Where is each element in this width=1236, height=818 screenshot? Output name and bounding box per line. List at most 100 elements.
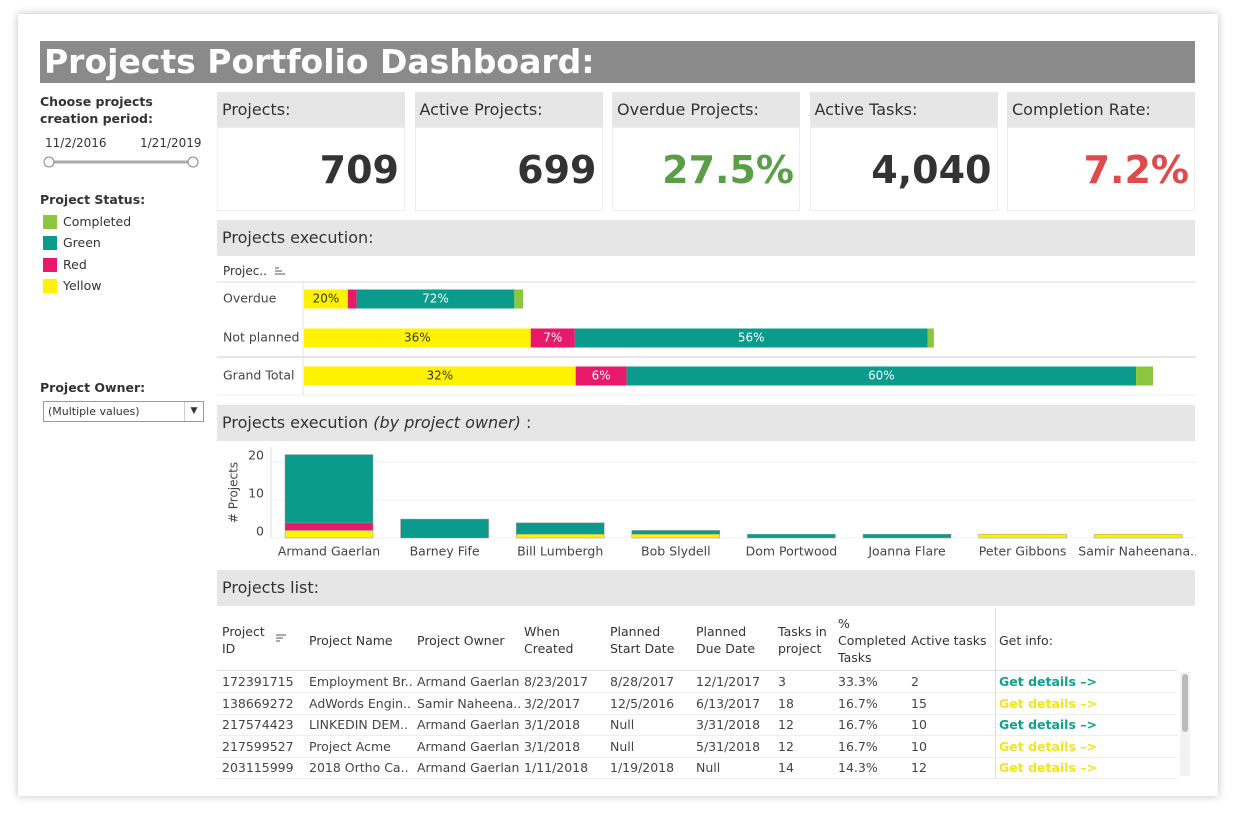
bar-segment xyxy=(574,328,928,348)
table-cell: 3/1/2018 xyxy=(524,738,581,754)
details-link[interactable]: Get details –> xyxy=(999,674,1097,689)
bar-segment xyxy=(575,366,627,386)
table-cell: 16.7% xyxy=(838,738,878,754)
table-cell: 10 xyxy=(911,738,927,754)
table-cell: Employment Br.. xyxy=(309,674,413,689)
legend-label: Red xyxy=(63,256,87,272)
table-cell: Armand Gaerlan xyxy=(417,674,520,689)
scroll-thumb[interactable] xyxy=(1182,674,1188,732)
x-tick-label: Joanna Flare xyxy=(867,544,946,559)
table-cell: 217599527 xyxy=(222,738,294,754)
data-label: 36% xyxy=(404,331,431,345)
section-title: Projects execution xyxy=(222,413,369,432)
column-segment xyxy=(284,522,374,531)
table-cell: 15 xyxy=(911,695,927,711)
slider-handle[interactable] xyxy=(43,156,55,168)
row-line xyxy=(217,778,1177,780)
kpi-value: 709 xyxy=(217,127,405,211)
section-title-suffix: : xyxy=(525,413,532,432)
table-cell: 14 xyxy=(778,760,794,776)
column-segment xyxy=(515,533,605,539)
owner-chart: # Projects 0 10 20 Armand Gaerlan Barney Fife… xyxy=(227,447,1196,559)
table-cell: 12 xyxy=(778,738,794,754)
legend-swatch xyxy=(43,236,57,251)
table-cell: 3 xyxy=(778,674,786,689)
dropdown-arrow[interactable]: ▼ xyxy=(184,402,203,421)
table-cell: 172391715 xyxy=(222,674,294,689)
column-header: Project Owner xyxy=(417,632,505,648)
table-cell: 12 xyxy=(911,760,927,776)
sort-icon[interactable] xyxy=(275,633,287,646)
kpi-label: Completion Rate: xyxy=(1007,92,1195,127)
column-header: Tasks in project xyxy=(778,624,827,656)
kpi-card: Active Tasks: 4,040 xyxy=(809,92,998,211)
table-cell: Null xyxy=(610,738,635,754)
table-cell: Armand Gaerlan xyxy=(417,760,520,776)
table-cell: 12/5/2016 xyxy=(610,695,675,711)
period-slider[interactable] xyxy=(40,152,210,172)
x-tick-label: Samir Naheenana.. xyxy=(1078,544,1196,559)
period-label: Choose projects creation period: xyxy=(40,94,153,126)
column-header: Get info: xyxy=(999,632,1053,648)
details-link[interactable]: Get details –> xyxy=(999,695,1097,711)
kpi-label: Projects: xyxy=(217,92,405,127)
table-header-bg xyxy=(217,608,1177,671)
scrollbar[interactable] xyxy=(1180,672,1190,776)
execution-chart: Overdue 20% 72% Not planned 36% 7% 56% Grand To… xyxy=(217,281,1196,396)
table-cell: Null xyxy=(696,760,721,776)
table-cell: Null xyxy=(610,717,635,733)
sort-glyph[interactable] xyxy=(275,633,287,643)
table-cell: Samir Naheena.. xyxy=(417,695,522,711)
column-header-text: Projec.. xyxy=(223,264,267,278)
column-segment xyxy=(631,530,721,535)
row-label: Not planned xyxy=(223,330,299,345)
table-cell: Armand Gaerlan xyxy=(417,717,520,733)
table-cell: 14.3% xyxy=(838,760,878,776)
data-label: 20% xyxy=(313,292,340,306)
details-link[interactable]: Get details –> xyxy=(999,738,1097,754)
dashboard-title: Projects Portfolio Dashboard: xyxy=(44,42,595,81)
kpi-card: Overdue Projects: 27.5% xyxy=(612,92,800,211)
table-cell: 138669272 xyxy=(222,695,294,711)
table-cell: 1/11/2018 xyxy=(524,760,589,776)
slider-handle[interactable] xyxy=(187,156,199,168)
table-cell: 2 xyxy=(911,674,919,689)
kpi-label: Active Tasks: xyxy=(809,92,998,127)
kpi-card: Projects: 709 xyxy=(217,92,405,211)
table-cell: Project Acme xyxy=(309,738,391,754)
table-cell: 18 xyxy=(778,695,794,711)
column-header: % Completed Tasks xyxy=(838,615,907,665)
table-cell: Armand Gaerlan xyxy=(417,738,520,754)
column-header: Planned Start Date xyxy=(610,624,675,656)
column-header: When Created xyxy=(524,624,574,656)
legend-swatch xyxy=(43,257,57,272)
title-bar: Projects Portfolio Dashboard: xyxy=(40,41,1195,83)
legend-label: Green xyxy=(63,235,101,251)
kpi-value: 27.5% xyxy=(612,127,800,211)
details-link[interactable]: Get details –> xyxy=(999,717,1097,733)
owner-value: (Multiple values) xyxy=(48,405,140,418)
row-line xyxy=(217,713,1177,715)
row-line xyxy=(217,735,1177,737)
y-tick-label: 10 xyxy=(248,486,264,501)
table-cell: LINKEDIN DEM.. xyxy=(309,717,408,733)
bar-segment xyxy=(304,366,576,386)
bar-segment xyxy=(356,289,515,309)
table-cell: 8/23/2017 xyxy=(524,674,589,689)
sort-icon[interactable] xyxy=(274,266,286,276)
owner-dropdown[interactable]: (Multiple values) ▼ xyxy=(43,401,204,422)
table-cell: 33.3% xyxy=(838,674,878,689)
column-segment xyxy=(747,533,836,539)
column-segment xyxy=(284,454,374,524)
data-label: 56% xyxy=(738,331,765,345)
details-link[interactable]: Get details –> xyxy=(999,760,1097,776)
bar-segment xyxy=(927,328,934,348)
table-cell: 10 xyxy=(911,717,927,733)
column-header: Project ID xyxy=(222,624,265,656)
status-label: Project Status: xyxy=(40,192,146,207)
table-cell: 217574423 xyxy=(222,717,294,733)
data-label: 32% xyxy=(427,369,454,383)
legend-label: Completed xyxy=(63,214,132,229)
data-label: 72% xyxy=(422,292,449,306)
y-tick-label: 20 xyxy=(248,448,264,463)
